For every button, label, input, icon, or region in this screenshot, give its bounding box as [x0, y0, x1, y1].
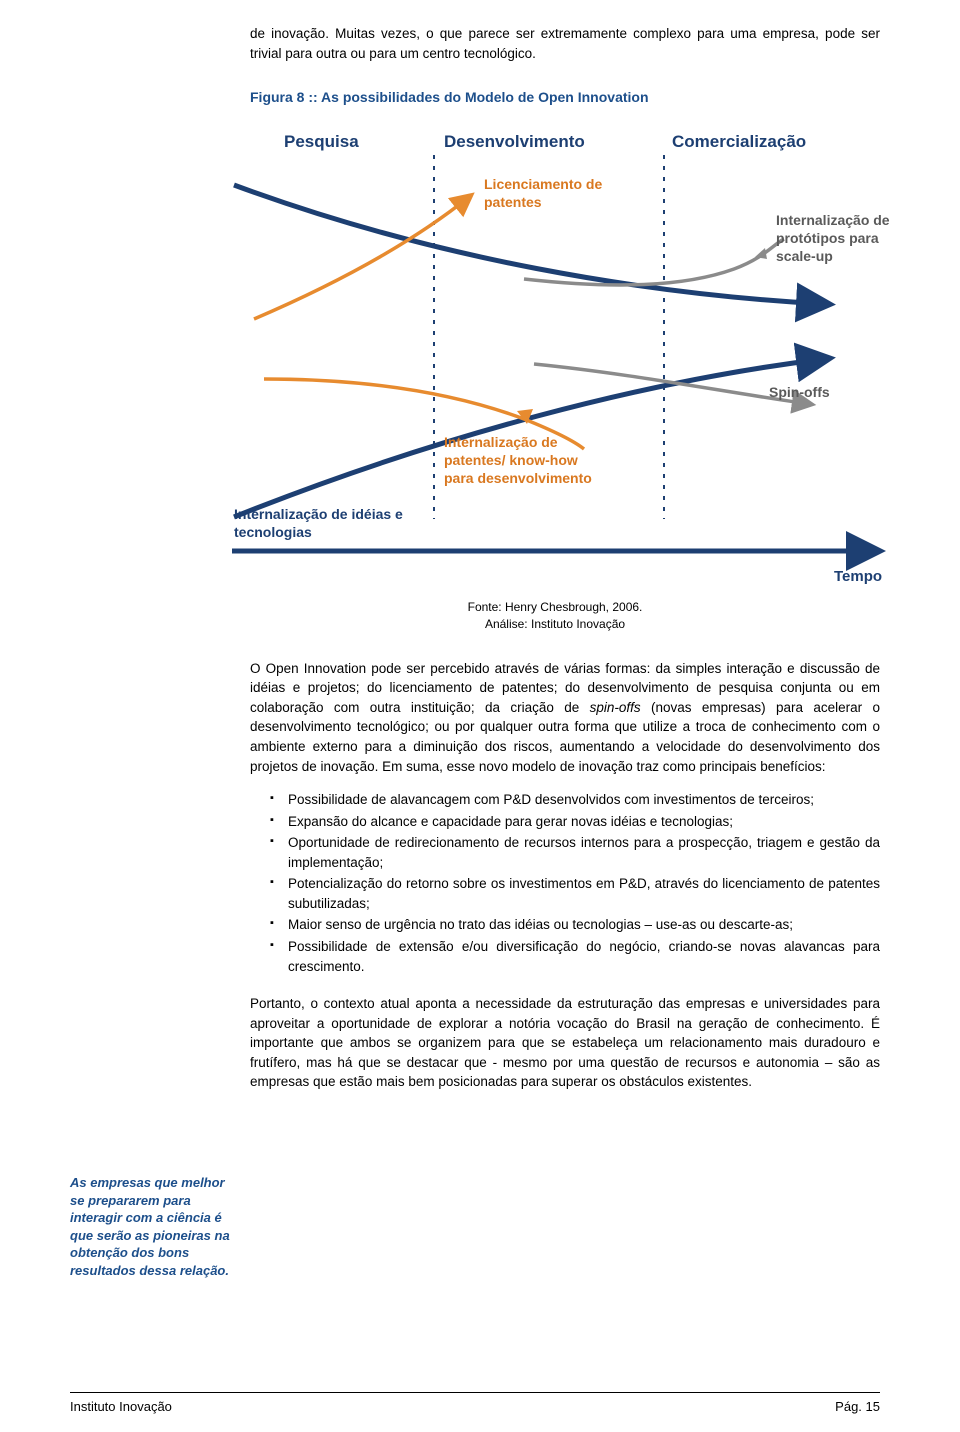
list-item: Oportunidade de redirecionamento de recu… [270, 833, 880, 872]
list-item: Potencialização do retorno sobre os inve… [270, 874, 880, 913]
anno-proto-l2: protótipos para [776, 230, 879, 246]
body-paragraph: O Open Innovation pode ser percebido atr… [250, 659, 880, 776]
anno-licenciamento-l2: patentes [484, 194, 542, 210]
body-em: spin-offs [590, 700, 641, 715]
anno-ideias-l2: tecnologias [234, 524, 312, 540]
anno-intpat-l2: patentes/ know-how [444, 452, 578, 468]
anno-intpat-l3: para desenvolvimento [444, 470, 592, 486]
flow-licenciamento [254, 197, 469, 319]
anno-intpat-l1: Internalização de [444, 434, 558, 450]
figure-source: Fonte: Henry Chesbrough, 2006. Análise: … [250, 599, 880, 633]
flow-spinoffs [534, 364, 809, 404]
list-item: Maior senso de urgência no trato das idé… [270, 915, 880, 935]
phase-label-desenvolvimento: Desenvolvimento [444, 132, 585, 151]
list-item: Expansão do alcance e capacidade para ge… [270, 812, 880, 832]
margin-note: As empresas que melhor se prepararem par… [70, 1174, 240, 1279]
flow-proto-in [524, 239, 784, 285]
phase-label-comercializacao: Comercialização [672, 132, 806, 151]
anno-ideias-l1: Internalização de idéias e [234, 506, 403, 522]
source-line-2: Análise: Instituto Inovação [485, 617, 625, 631]
anno-proto-l1: Internalização de [776, 212, 890, 228]
axis-label: Tempo [834, 568, 882, 585]
page-footer: Instituto Inovação Pág. 15 [70, 1392, 880, 1414]
list-item: Possibilidade de extensão e/ou diversifi… [270, 937, 880, 976]
figure-title: Figura 8 :: As possibilidades do Modelo … [250, 89, 880, 105]
list-item: Possibilidade de alavancagem com P&D des… [270, 790, 880, 810]
closing-paragraph: Portanto, o contexto atual aponta a nece… [250, 994, 880, 1092]
anno-proto-l3: scale-up [776, 248, 833, 264]
source-line-1: Fonte: Henry Chesbrough, 2006. [468, 600, 643, 614]
open-innovation-diagram: Pesquisa Desenvolvimento Comercialização… [214, 119, 914, 589]
phase-label-pesquisa: Pesquisa [284, 132, 359, 151]
footer-left: Instituto Inovação [70, 1399, 172, 1414]
benefits-list: Possibilidade de alavancagem com P&D des… [270, 790, 880, 976]
anno-licenciamento-l1: Licenciamento de [484, 176, 602, 192]
footer-right: Pág. 15 [835, 1399, 880, 1414]
anno-spinoffs: Spin-offs [769, 384, 830, 400]
intro-paragraph: de inovação. Muitas vezes, o que parece … [250, 24, 880, 63]
